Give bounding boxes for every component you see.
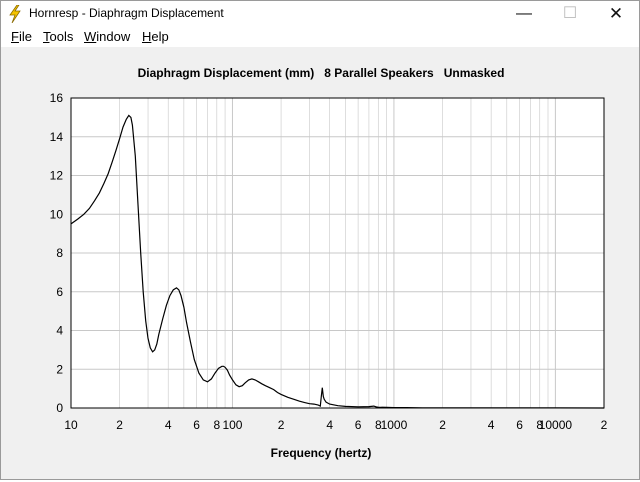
x-tick-label: 100 (222, 418, 242, 432)
minimize-button[interactable]: — (516, 5, 532, 22)
y-tick-label: 2 (56, 362, 63, 376)
menu-window[interactable]: Window (84, 29, 131, 44)
y-tick-label: 10 (50, 207, 64, 221)
window-title: Hornresp - Diaphragm Displacement (29, 6, 224, 20)
y-tick-label: 6 (56, 285, 63, 299)
y-tick-label: 16 (50, 91, 64, 105)
x-tick-label: 2 (278, 418, 285, 432)
x-tick-label: 8 (375, 418, 382, 432)
menu-tools[interactable]: Tools (43, 29, 74, 44)
x-tick-label: 1000 (381, 418, 408, 432)
menu-help[interactable]: Help (142, 29, 169, 44)
y-tick-label: 8 (56, 246, 63, 260)
lightning-icon (9, 5, 21, 23)
y-axis-ticks: 0 2 4 6 8 10 12 14 16 (50, 91, 64, 415)
chart-area: Diaphragm Displacement (mm) 8 Parallel S… (5, 47, 635, 477)
x-tick-label: 2 (439, 418, 446, 432)
x-tick-label: 8 (213, 418, 220, 432)
grid-lines (71, 98, 604, 408)
maximize-button[interactable]: ☐ (562, 5, 578, 22)
x-tick-label: 10 (64, 418, 78, 432)
displacement-chart: Diaphragm Displacement (mm) 8 Parallel S… (50, 66, 608, 460)
title-bar[interactable]: Hornresp - Diaphragm Displacement — ☐ ✕ (1, 1, 639, 27)
x-tick-label: 10000 (539, 418, 573, 432)
chart-title: Diaphragm Displacement (mm) 8 Parallel S… (138, 66, 505, 80)
y-tick-label: 4 (56, 324, 63, 338)
y-tick-label: 0 (56, 401, 63, 415)
close-button[interactable]: ✕ (608, 4, 624, 23)
x-tick-label: 8 (536, 418, 543, 432)
x-tick-label: 6 (193, 418, 200, 432)
plot-border (70, 97, 605, 409)
x-tick-label: 4 (165, 418, 172, 432)
x-axis-label: Frequency (hertz) (271, 446, 372, 460)
menu-bar: File Tools Window Help (1, 27, 639, 47)
y-tick-label: 14 (50, 130, 64, 144)
x-tick-label: 2 (601, 418, 608, 432)
displacement-curve (70, 114, 605, 409)
x-tick-label: 4 (488, 418, 495, 432)
x-tick-label: 6 (355, 418, 362, 432)
menu-file[interactable]: File (11, 29, 32, 44)
x-tick-label: 6 (516, 418, 523, 432)
x-tick-label: 4 (326, 418, 333, 432)
x-tick-label: 2 (116, 418, 123, 432)
y-tick-label: 12 (50, 169, 64, 183)
